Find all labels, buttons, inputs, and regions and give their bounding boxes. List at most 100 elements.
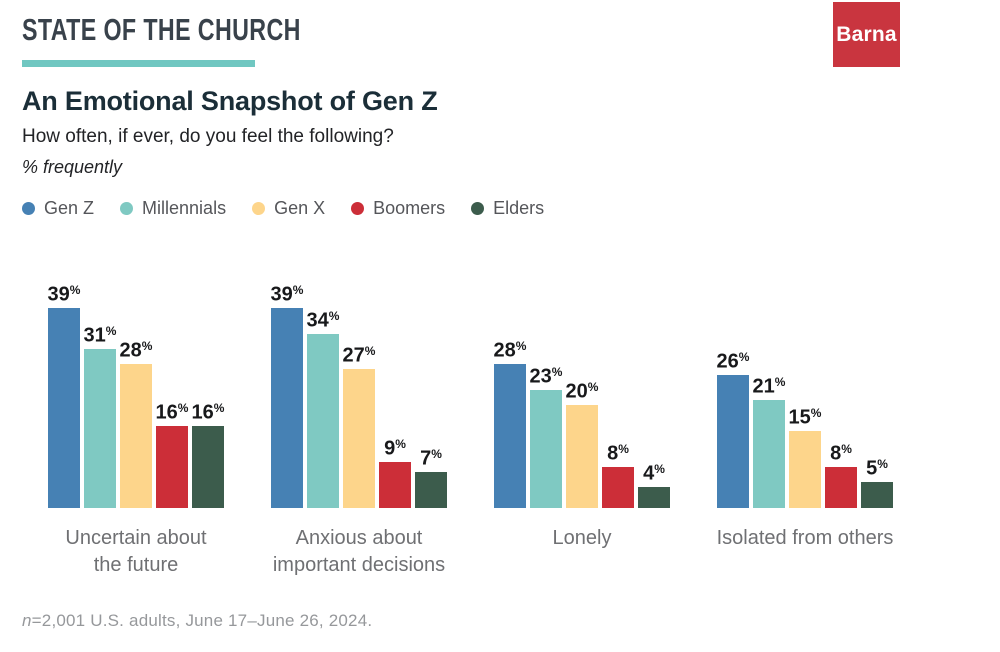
value-label: 16% bbox=[155, 401, 189, 424]
bar-group: 28% 23% 20% 8% 4% Lonely bbox=[494, 268, 670, 579]
bar-elders: 5% bbox=[861, 458, 893, 508]
bar-group-bars: 39% 31% 28% 16% 16% bbox=[48, 268, 224, 508]
chart-subtitle: How often, if ever, do you feel the foll… bbox=[22, 126, 394, 147]
legend-label: Boomers bbox=[373, 198, 446, 218]
bar-chart: 39% 31% 28% 16% 16% Uncertain about the futur… bbox=[48, 268, 894, 579]
value-label: 5% bbox=[866, 457, 888, 480]
bar-gen-x: 28% bbox=[120, 340, 152, 508]
brand-title: STATE OF THE CHURCH bbox=[22, 12, 301, 47]
value-label: 16% bbox=[191, 401, 225, 424]
value-label: 23% bbox=[529, 365, 563, 388]
bar-boomers: 8% bbox=[602, 443, 634, 508]
percent-sign: % bbox=[328, 309, 340, 324]
category-label: Isolated from others bbox=[716, 527, 894, 549]
value-label: 27% bbox=[342, 344, 376, 367]
percent-sign: % bbox=[395, 437, 406, 452]
bar-boomers: 9% bbox=[379, 438, 411, 508]
percent-sign: % bbox=[177, 401, 189, 416]
legend-item-boomers: Boomers bbox=[351, 198, 445, 219]
brand-underline bbox=[22, 60, 255, 67]
bar-millennials: 31% bbox=[84, 325, 116, 508]
percent-sign: % bbox=[105, 324, 117, 339]
percent-sign: % bbox=[364, 344, 376, 359]
bar-millennials: 23% bbox=[530, 366, 562, 508]
barna-logo-text: Barna bbox=[836, 22, 897, 46]
value-label: 28% bbox=[493, 339, 527, 362]
percent-sign: % bbox=[69, 283, 81, 298]
bar-group: 39% 34% 27% 9% 7% Anxious about important dec… bbox=[271, 268, 447, 579]
value-label: 4% bbox=[643, 462, 665, 485]
percent-sign: % bbox=[213, 401, 225, 416]
value-label: 8% bbox=[607, 442, 629, 465]
percent-sign: % bbox=[738, 350, 750, 365]
barna-logo: Barna bbox=[833, 2, 900, 67]
bar-group-bars: 39% 34% 27% 9% 7% bbox=[271, 268, 447, 508]
bar-gen-z: 26% bbox=[717, 351, 749, 508]
legend-item-gen-x: Gen X bbox=[252, 198, 325, 219]
percent-sign: % bbox=[618, 442, 629, 457]
bar-group-bars: 26% 21% 15% 8% 5% bbox=[717, 268, 893, 508]
value-label: 21% bbox=[752, 375, 786, 398]
legend-dot-icon bbox=[351, 202, 365, 215]
percent-sign: % bbox=[587, 380, 599, 395]
category-label: Lonely bbox=[552, 527, 612, 549]
value-label: 26% bbox=[716, 350, 750, 373]
percent-sign: % bbox=[774, 375, 786, 390]
value-label: 7% bbox=[420, 447, 442, 470]
bar-gen-x: 27% bbox=[343, 345, 375, 508]
percent-sign: % bbox=[841, 442, 852, 457]
percent-sign: % bbox=[431, 447, 442, 462]
legend-dot-icon bbox=[120, 202, 134, 215]
bar-gen-z: 39% bbox=[271, 284, 303, 508]
metric-note: % frequently bbox=[22, 157, 123, 177]
legend-dot-icon bbox=[22, 202, 35, 215]
legend-item-gen-z: Gen Z bbox=[22, 198, 94, 219]
percent-sign: % bbox=[551, 365, 563, 380]
legend-item-millennials: Millennials bbox=[120, 198, 226, 219]
value-label: 31% bbox=[83, 324, 117, 347]
value-label: 39% bbox=[47, 283, 81, 306]
bar-boomers: 16% bbox=[156, 402, 188, 508]
legend-dot-icon bbox=[471, 202, 485, 215]
value-label: 8% bbox=[830, 442, 852, 465]
bar-group: 26% 21% 15% 8% 5% Isolated from others bbox=[717, 268, 894, 579]
chart-legend: Gen Z Millennials Gen X Boomers Elders bbox=[22, 198, 544, 219]
legend-item-elders: Elders bbox=[471, 198, 544, 219]
footnote: n=2,001 U.S. adults, June 17–June 26, 20… bbox=[22, 611, 372, 631]
value-label: 9% bbox=[384, 437, 406, 460]
bar-group: 39% 31% 28% 16% 16% Uncertain about the futur… bbox=[48, 268, 225, 579]
value-label: 20% bbox=[565, 380, 599, 403]
legend-label: Gen Z bbox=[44, 198, 95, 218]
bar-millennials: 34% bbox=[307, 310, 339, 508]
value-label: 39% bbox=[270, 283, 304, 306]
page-title: An Emotional Snapshot of Gen Z bbox=[22, 86, 438, 116]
bar-elders: 4% bbox=[638, 463, 670, 508]
percent-sign: % bbox=[292, 283, 304, 298]
category-label: Uncertain about the future bbox=[65, 527, 207, 576]
bar-gen-x: 15% bbox=[789, 407, 821, 508]
legend-dot-icon bbox=[252, 202, 266, 215]
bar-millennials: 21% bbox=[753, 376, 785, 508]
percent-sign: % bbox=[515, 339, 527, 354]
value-label: 15% bbox=[788, 406, 822, 429]
legend-label: Elders bbox=[493, 198, 545, 218]
percent-sign: % bbox=[654, 462, 665, 477]
bar-gen-z: 28% bbox=[494, 340, 526, 508]
bar-group-bars: 28% 23% 20% 8% 4% bbox=[494, 268, 670, 508]
footnote-text: =2,001 U.S. adults, June 17–June 26, 202… bbox=[31, 611, 373, 630]
legend-label: Gen X bbox=[274, 198, 326, 218]
value-label: 28% bbox=[119, 339, 153, 362]
bar-gen-z: 39% bbox=[48, 284, 80, 508]
bar-elders: 16% bbox=[192, 402, 224, 508]
bar-gen-x: 20% bbox=[566, 381, 598, 508]
percent-sign: % bbox=[810, 406, 822, 421]
bar-elders: 7% bbox=[415, 448, 447, 508]
value-label: 34% bbox=[306, 309, 340, 332]
legend-label: Millennials bbox=[142, 198, 227, 218]
bar-boomers: 8% bbox=[825, 443, 857, 508]
footnote-n: n bbox=[22, 611, 32, 630]
percent-sign: % bbox=[141, 339, 153, 354]
category-label: Anxious about important decisions bbox=[272, 527, 446, 576]
percent-sign: % bbox=[877, 457, 888, 472]
